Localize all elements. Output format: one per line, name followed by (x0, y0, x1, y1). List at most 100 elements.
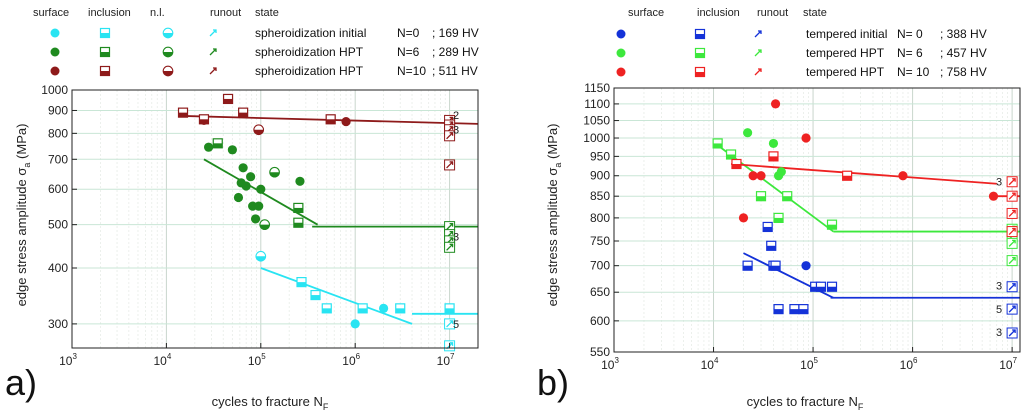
x-tick-base-a: 10 (153, 354, 167, 368)
legend-inclusion-marker-b-fill (695, 72, 705, 77)
runout-point-b-0-arrow (1008, 283, 1016, 291)
surface-point-a-2 (341, 116, 351, 127)
inclusion-point-b-2-fill (768, 156, 778, 161)
inclusion-point-b-1-fill (774, 217, 784, 223)
x-tick-base-a: 10 (437, 354, 451, 368)
x-tick-base-b: 10 (999, 358, 1013, 372)
legend-hardness-a: ; 169 HV (432, 26, 479, 40)
runout-point-b-2-arrow (1008, 192, 1016, 200)
fit-line-a-0 (260, 267, 413, 325)
inclusion-point-b-0 (762, 221, 773, 233)
nl-point-a-1 (259, 219, 271, 231)
x-tick-base-b: 10 (701, 358, 715, 372)
inclusion-point-b-2-fill (842, 175, 852, 181)
runout-count-label-a: 5 (453, 319, 459, 331)
inclusion-point-a-2 (325, 114, 336, 125)
x-tick-exp-a: 3 (72, 352, 77, 361)
inclusion-point-b-1-fill (782, 196, 792, 201)
inclusion-point-b-0-fill (743, 265, 753, 271)
x-tick-base-b: 10 (800, 358, 814, 372)
runout-point-b-0-arrow (1008, 305, 1016, 313)
inclusion-point-b-1 (712, 138, 723, 149)
inclusion-point-b-1 (773, 212, 784, 223)
runout-point-a-1-arrow (446, 243, 454, 251)
runout-point-a-0-arrow (446, 320, 454, 328)
legend-runout-marker-b (754, 30, 762, 38)
inclusion-point-a-0-fill (297, 282, 307, 287)
surface-point-a-1 (254, 201, 264, 211)
legend-inclusion-marker-a (99, 65, 111, 77)
y-tick-label-b: 600 (590, 314, 610, 328)
inclusion-point-b-1 (782, 191, 793, 202)
legend-runout-arrow-a (209, 67, 217, 75)
x-tick-base-a: 10 (59, 354, 73, 368)
y-tick-label-b: 900 (590, 169, 610, 183)
runout-point-a-2 (444, 159, 456, 171)
y-tick-label-a: 800 (48, 126, 68, 140)
legend-header-b: runout (757, 7, 788, 19)
markers-a: 2 3 3 5 (177, 93, 459, 352)
legend-inclusion-marker-b-fill (695, 34, 705, 39)
markers-b: 3 3 5 3 (712, 99, 1018, 339)
legend-hardness-b: ; 758 HV (940, 65, 987, 79)
y-tick-label-b: 700 (590, 259, 610, 273)
runout-point-a-2 (444, 130, 456, 142)
x-tick-label-b: 104 (701, 356, 719, 372)
runout-point-a-1 (444, 241, 456, 253)
legend-header-a: runout (210, 7, 241, 19)
plot-area-a (72, 90, 478, 348)
x-tick-base-b: 10 (601, 358, 615, 372)
runout-count-label-a: 3 (453, 125, 459, 137)
inclusion-point-a-0-fill (395, 308, 405, 313)
y-tick-label-b: 1000 (583, 131, 610, 145)
x-tick-exp-b: 4 (714, 356, 719, 365)
legend-b: surface inclusion runout state tempered init… (616, 7, 987, 79)
x-tick-base-a: 10 (342, 354, 356, 368)
y-tick-label-b: 550 (590, 345, 610, 359)
runout-point-b-0-arrow (1008, 329, 1016, 337)
inclusion-point-a-0 (310, 289, 321, 301)
surface-point-a-1 (241, 181, 251, 191)
x-tick-label-a: 103 (59, 352, 77, 368)
runout-point-b-2 (1006, 176, 1018, 188)
nl-point-a-0-half (255, 256, 266, 262)
inclusion-point-b-1-fill (713, 143, 723, 148)
inclusion-point-a-0 (395, 303, 406, 314)
legend-inclusion-marker-a-fill (100, 71, 110, 76)
inclusion-point-b-2 (731, 158, 742, 170)
y-tick-label-b: 1050 (583, 114, 610, 128)
legend-runout-arrow-b (754, 30, 762, 38)
legend-runout-marker-a (209, 29, 217, 37)
legend-cycles-b: N= 0 (897, 27, 923, 41)
legend-surface-marker-b (616, 67, 626, 77)
nl-point-a-2-half (253, 129, 264, 135)
x-tick-label-b: 107 (999, 356, 1017, 372)
legend-runout-marker-b (754, 49, 762, 57)
x-tick-label-b: 103 (601, 356, 619, 372)
grid-a (72, 90, 478, 348)
runout-count-label-a: 3 (453, 232, 459, 244)
legend-header-a: surface (33, 7, 69, 19)
y-tick-label-b: 950 (590, 149, 610, 163)
legend-state-b: tempered HPT (806, 65, 885, 79)
y-tick-label-a: 300 (48, 317, 68, 331)
inclusion-point-a-2 (222, 93, 234, 105)
legend-surface-marker-a (50, 28, 60, 38)
nl-point-a-2 (253, 124, 265, 136)
inclusion-point-a-1 (293, 202, 304, 214)
inclusion-point-b-0-fill (771, 265, 781, 271)
inclusion-point-b-1 (755, 191, 767, 202)
legend-state-b: tempered initial (806, 27, 887, 41)
inclusion-point-b-2 (768, 151, 779, 162)
legend-runout-arrow-a (209, 48, 217, 56)
surface-point-b-2 (988, 191, 999, 201)
x-tick-exp-a: 7 (450, 352, 455, 361)
inclusion-point-a-0-fill (322, 308, 332, 313)
runout-point-b-2 (1006, 207, 1018, 219)
inclusion-point-b-0 (766, 240, 777, 251)
surface-point-b-2 (898, 171, 908, 181)
inclusion-point-a-2-fill (223, 98, 233, 104)
panel-a-spheroidization: surface inclusion n.l. runout state spheroidi… (5, 7, 479, 412)
runout-point-b-2-arrow (1008, 227, 1016, 236)
